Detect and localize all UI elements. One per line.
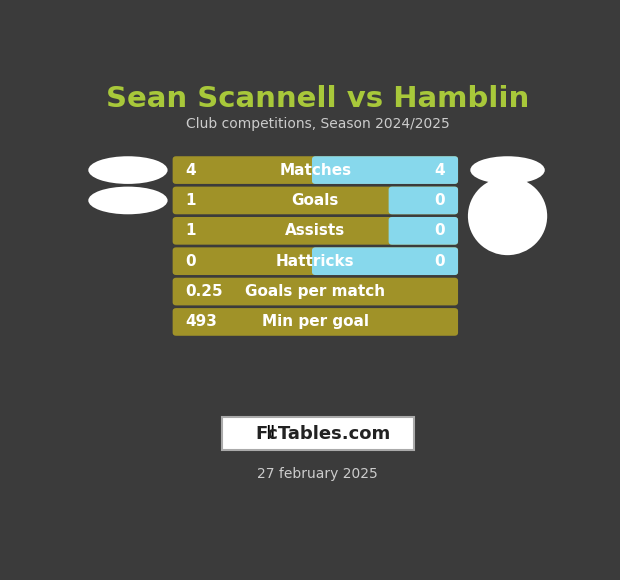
Text: 4: 4 [185,162,197,177]
Text: 1: 1 [185,223,196,238]
FancyBboxPatch shape [172,308,458,336]
Text: 0: 0 [435,253,445,269]
FancyBboxPatch shape [312,156,458,184]
Text: Goals: Goals [291,193,339,208]
Text: 27 february 2025: 27 february 2025 [257,467,378,481]
Ellipse shape [468,177,547,255]
Text: 0.25: 0.25 [185,284,223,299]
Ellipse shape [471,156,545,184]
FancyBboxPatch shape [172,278,458,306]
Ellipse shape [88,187,167,214]
FancyBboxPatch shape [222,417,414,450]
FancyBboxPatch shape [389,187,458,214]
FancyBboxPatch shape [389,217,458,245]
Ellipse shape [88,156,167,184]
Text: 0: 0 [185,253,197,269]
Text: 4: 4 [435,162,445,177]
Text: 0: 0 [435,193,445,208]
Text: 493: 493 [185,314,218,329]
FancyBboxPatch shape [172,217,458,245]
Text: Assists: Assists [285,223,345,238]
Text: 1: 1 [185,193,196,208]
FancyBboxPatch shape [172,187,458,214]
Text: Ⅱ: Ⅱ [265,424,275,443]
Text: Hattricks: Hattricks [276,253,355,269]
FancyBboxPatch shape [312,247,458,275]
Text: Matches: Matches [279,162,352,177]
Text: Club competitions, Season 2024/2025: Club competitions, Season 2024/2025 [186,117,450,131]
Text: Min per goal: Min per goal [262,314,369,329]
Text: 0: 0 [435,223,445,238]
Text: FcTables.com: FcTables.com [255,425,390,443]
FancyBboxPatch shape [172,156,458,184]
FancyBboxPatch shape [172,247,458,275]
Text: Sean Scannell vs Hamblin: Sean Scannell vs Hamblin [106,85,529,113]
Text: Goals per match: Goals per match [246,284,386,299]
